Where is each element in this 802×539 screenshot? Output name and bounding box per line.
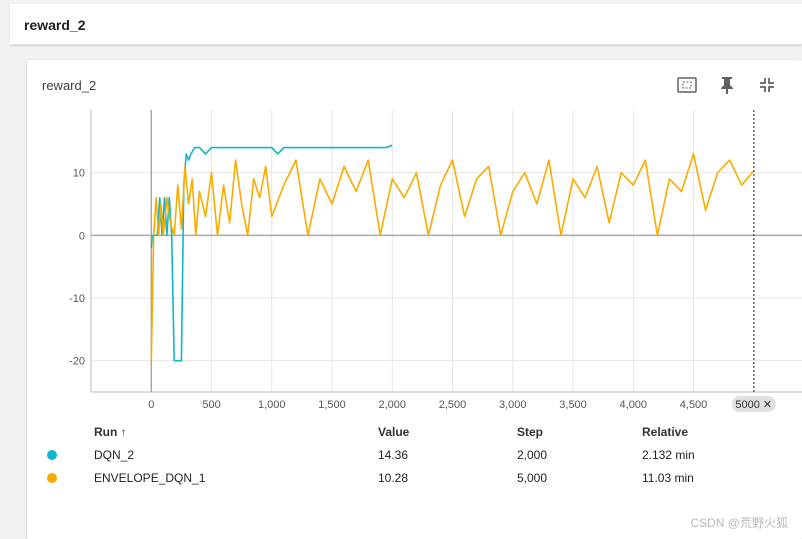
x-tick-label: 4,000 [620,399,648,411]
pin-icon [721,77,733,94]
cursor-chip-bg [731,396,776,412]
card-toolbar [667,72,802,98]
x-tick-label: 4,500 [680,399,708,411]
table-row[interactable]: ENVELOPE_DQN_1 10.28 5,000 11.03 min [27,468,802,488]
x-tick-label: 3,000 [499,399,527,411]
section-header: reward_2 [10,4,802,45]
table-row[interactable]: DQN_2 14.36 2,000 2.132 min [27,445,802,465]
run-step: 5,000 [517,471,548,485]
x-tick-label: 1,500 [318,399,346,411]
chart-card: reward_2 0 500 1,0 [27,60,802,539]
header-run[interactable]: Run ↑ [94,425,127,439]
run-color-dot [47,473,57,483]
chart-grid [91,110,802,392]
line-chart[interactable]: 0 500 1,000 1,500 2,000 2,500 3,000 3,500 4,000 4… [27,60,802,420]
cursor-chip-label: 5000 ✕ [735,399,772,411]
y-tick-label: 10 [73,168,85,180]
y-tick-label: -20 [69,356,85,368]
chart-ticks: 0 500 1,000 1,500 2,000 2,500 3,000 3,500 4,000 4… [69,168,707,411]
y-tick-label: -10 [69,293,85,305]
x-tick-label: 2,500 [439,399,467,411]
header-step[interactable]: Step [517,425,544,439]
section-title: reward_2 [24,17,86,33]
run-table-header: Run ↑ Value Step Relative [27,422,802,442]
collapse-icon [760,78,774,92]
run-value: 10.28 [378,471,409,485]
x-tick-label: 3,500 [559,399,587,411]
chart-axes [90,110,802,393]
y-tick-label: 0 [79,230,85,242]
header-value[interactable]: Value [378,425,410,439]
run-name: ENVELOPE_DQN_1 [94,471,206,485]
x-tick-label: 500 [202,399,220,411]
run-name: DQN_2 [94,448,135,462]
watermark: CSDN @荒野火狐 [690,516,788,530]
fit-domain-button[interactable] [667,72,707,98]
chart-lines [150,144,755,362]
run-value: 14.36 [378,448,409,462]
x-tick-label: 1,000 [258,399,286,411]
x-tick-label: 0 [148,399,154,411]
series-line-1 [150,153,755,361]
pin-button[interactable] [707,72,747,98]
run-relative: 2.132 min [642,448,695,462]
run-step: 2,000 [517,448,548,462]
step-cursor: 5000 ✕ [731,110,776,412]
x-tick-label: 2,000 [379,399,407,411]
series-line-0 [150,144,393,362]
collapse-button[interactable] [747,72,787,98]
card-title: reward_2 [42,78,97,93]
header-relative[interactable]: Relative [642,425,689,439]
run-relative: 11.03 min [642,471,694,485]
run-color-dot [47,450,57,460]
fit-domain-icon [677,77,697,93]
